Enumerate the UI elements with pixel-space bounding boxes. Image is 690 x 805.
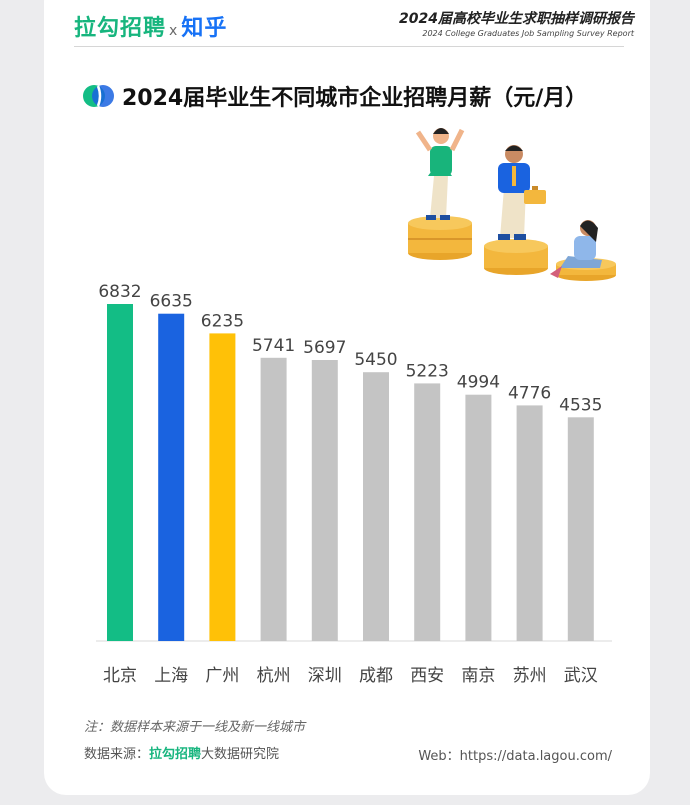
value-label-苏州: 4776 <box>508 383 551 403</box>
category-label-西安: 西安 <box>410 666 444 686</box>
value-label-武汉: 4535 <box>559 395 602 415</box>
data-source: 数据来源：拉勾招聘大数据研究院 <box>84 743 279 762</box>
bar-杭州 <box>260 357 287 641</box>
bar-深圳 <box>311 360 338 641</box>
value-label-广州: 6235 <box>201 311 244 331</box>
value-label-杭州: 5741 <box>252 336 295 356</box>
value-label-深圳: 5697 <box>303 338 346 358</box>
category-label-广州: 广州 <box>205 666 239 686</box>
zhihu-logo-text: 知乎 <box>181 16 228 41</box>
report-title-block: 2024届高校毕业生求职抽样调研报告 2024 College Graduate… <box>399 8 634 38</box>
report-header: 拉勾招聘 x 知乎 2024届高校毕业生求职抽样调研报告 2024 College … <box>74 8 634 48</box>
report-title-en: 2024 College Graduates Job Sampling Surv… <box>422 29 634 38</box>
category-label-苏州: 苏州 <box>513 666 547 686</box>
report-card <box>44 0 650 795</box>
chart-title-row: 2024届毕业生不同城市企业招聘月薪（元/月） <box>82 80 587 112</box>
source-label: 数据来源： <box>84 747 150 762</box>
value-label-西安: 5223 <box>406 361 449 381</box>
value-label-南京: 4994 <box>457 373 500 393</box>
report-title-cn: 2024届高校毕业生求职抽样调研报告 <box>399 11 634 27</box>
category-label-南京: 南京 <box>461 666 495 686</box>
source-rest: 大数据研究院 <box>201 747 280 762</box>
coin-people-illustration <box>408 128 616 281</box>
bar-苏州 <box>516 405 543 641</box>
header-divider <box>74 46 624 47</box>
bar-南京 <box>465 394 492 641</box>
bar-北京 <box>107 304 133 641</box>
bar-武汉 <box>567 417 594 641</box>
data-note: 注：数据样本来源于一线及新一线城市 <box>84 720 306 735</box>
brand-logos: 拉勾招聘 x 知乎 <box>74 10 227 42</box>
bar-广州 <box>209 333 236 641</box>
bar-西安 <box>414 383 441 641</box>
brand-separator: x <box>169 23 179 39</box>
chart-title: 2024届毕业生不同城市企业招聘月薪（元/月） <box>122 86 588 111</box>
category-label-杭州: 杭州 <box>257 666 291 686</box>
web-link[interactable]: Web：https://data.lagou.com/ <box>418 749 612 764</box>
bar-成都 <box>363 372 389 641</box>
category-label-成都: 成都 <box>359 666 393 686</box>
category-label-武汉: 武汉 <box>564 666 598 686</box>
value-label-成都: 5450 <box>354 350 397 370</box>
source-brand: 拉勾招聘 <box>149 747 202 762</box>
value-label-上海: 6635 <box>150 292 193 312</box>
lagou-logo-text: 拉勾招聘 <box>74 16 167 41</box>
category-label-深圳: 深圳 <box>308 666 342 686</box>
category-label-上海: 上海 <box>154 666 188 686</box>
bar-上海 <box>158 313 185 641</box>
value-label-北京: 6832 <box>98 282 141 302</box>
title-badge-icon <box>83 85 114 107</box>
category-label-北京: 北京 <box>103 666 137 686</box>
